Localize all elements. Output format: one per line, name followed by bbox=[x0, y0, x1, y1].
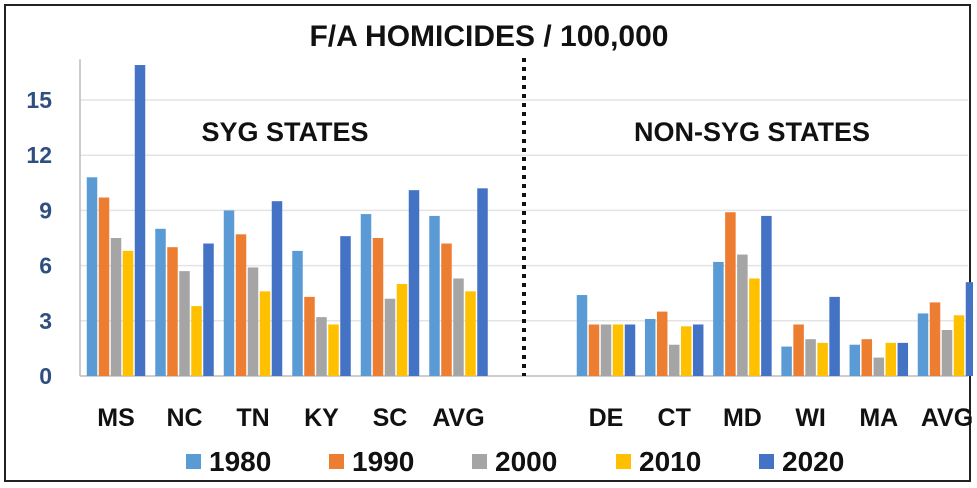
group-label-syg: SYG STATES bbox=[201, 117, 368, 147]
bar-1990-ms bbox=[98, 197, 110, 376]
legend-swatch-2000 bbox=[472, 454, 487, 469]
x-tick-label: MA bbox=[859, 404, 898, 432]
bar-2020-avg bbox=[965, 282, 973, 376]
x-tick-label: KY bbox=[304, 404, 339, 432]
bar-2010-ms bbox=[122, 250, 134, 376]
bar-1990-nc bbox=[167, 247, 178, 376]
bar-2010-ky bbox=[328, 324, 339, 376]
bar-1980-ms bbox=[86, 177, 98, 376]
bar-2010-nc bbox=[191, 306, 202, 376]
x-axis-ticks: MS NC TN KY SC AVG DE CT MD WI MA AVG bbox=[97, 404, 973, 432]
bar-2010-ma bbox=[885, 342, 897, 376]
bar-1990-wi bbox=[793, 324, 804, 376]
bar-2010-wi bbox=[817, 342, 828, 376]
bar-1980-avg bbox=[429, 215, 440, 376]
bars bbox=[86, 65, 973, 376]
bar-2000-de bbox=[600, 324, 612, 376]
y-tick-label: 12 bbox=[26, 142, 52, 168]
bar-2020-md bbox=[761, 215, 772, 376]
legend-label-1990: 1990 bbox=[352, 446, 414, 477]
bar-2020-tn bbox=[271, 201, 283, 376]
bar-2010-ct bbox=[680, 326, 692, 376]
bar-1980-ct bbox=[644, 318, 656, 376]
bar-chart: 0 3 6 9 12 15 MS NC TN KY SC AVG DE CT MD WI MA AVG F/A … bbox=[26, 20, 973, 477]
chart-title: F/A HOMICIDES / 100,000 bbox=[309, 20, 668, 53]
x-tick-label: TN bbox=[236, 404, 269, 432]
bar-2000-ky bbox=[316, 317, 327, 376]
bar-1980-nc bbox=[155, 228, 166, 376]
bar-1990-tn bbox=[235, 234, 247, 376]
bar-1980-wi bbox=[781, 346, 792, 376]
bar-1980-ky bbox=[292, 250, 303, 376]
bar-1990-ma bbox=[861, 339, 873, 376]
bar-2020-wi bbox=[829, 296, 840, 376]
bar-2010-de bbox=[612, 324, 624, 376]
x-tick-label: NC bbox=[166, 404, 202, 432]
bar-2020-nc bbox=[203, 243, 214, 376]
bar-1990-ct bbox=[656, 311, 668, 376]
bar-2000-ms bbox=[110, 238, 122, 376]
legend-label-2020: 2020 bbox=[782, 446, 844, 477]
bar-2020-ma bbox=[897, 342, 909, 376]
bar-1980-de bbox=[576, 295, 588, 376]
legend-label-2000: 2000 bbox=[495, 446, 557, 477]
bar-1980-tn bbox=[223, 210, 235, 376]
y-tick-label: 3 bbox=[39, 308, 52, 334]
x-tick-label: DE bbox=[589, 404, 624, 432]
bar-2000-ct bbox=[668, 344, 680, 376]
legend-swatch-2020 bbox=[759, 454, 774, 469]
bar-1990-avg bbox=[441, 243, 452, 376]
bar-1980-avg bbox=[917, 313, 929, 376]
bar-2010-tn bbox=[259, 291, 271, 376]
bar-1990-md bbox=[725, 212, 736, 376]
bar-2010-sc bbox=[396, 284, 408, 376]
legend-swatch-1990 bbox=[329, 454, 344, 469]
bar-1990-sc bbox=[372, 238, 384, 376]
bar-2020-de bbox=[624, 324, 636, 376]
bar-2010-avg bbox=[465, 291, 476, 376]
group-label-non-syg: NON-SYG STATES bbox=[634, 117, 870, 147]
bar-2020-avg bbox=[477, 188, 488, 376]
bar-2000-ma bbox=[873, 357, 885, 376]
bar-2010-md bbox=[749, 278, 760, 376]
y-tick-label: 15 bbox=[26, 87, 52, 113]
x-tick-label: WI bbox=[795, 404, 826, 432]
x-tick-label: MS bbox=[97, 404, 135, 432]
bar-2000-nc bbox=[179, 271, 190, 376]
legend-label-2010: 2010 bbox=[639, 446, 701, 477]
bar-2000-sc bbox=[384, 298, 396, 376]
x-tick-label: AVG bbox=[921, 404, 973, 432]
bar-1980-md bbox=[713, 261, 724, 376]
bar-1990-ky bbox=[304, 296, 315, 376]
x-tick-label: CT bbox=[658, 404, 691, 432]
y-tick-label: 0 bbox=[39, 363, 52, 389]
legend-swatch-1980 bbox=[186, 454, 201, 469]
bar-2000-tn bbox=[247, 267, 259, 376]
y-tick-label: 9 bbox=[39, 197, 52, 223]
legend: 1980 1990 2000 2010 2020 bbox=[186, 446, 844, 477]
bar-1980-sc bbox=[360, 214, 372, 376]
legend-swatch-2010 bbox=[616, 454, 631, 469]
bar-2020-ky bbox=[340, 236, 351, 376]
x-tick-label: SC bbox=[373, 404, 408, 432]
bar-2020-ms bbox=[134, 65, 146, 376]
chart-frame: 0 3 6 9 12 15 MS NC TN KY SC AVG DE CT MD WI MA AVG F/A … bbox=[4, 4, 973, 482]
bar-1990-de bbox=[588, 324, 600, 376]
y-tick-label: 6 bbox=[39, 253, 52, 279]
bar-2000-avg bbox=[453, 278, 464, 376]
x-tick-label: AVG bbox=[432, 404, 484, 432]
bar-2000-wi bbox=[805, 339, 816, 376]
bar-2020-sc bbox=[408, 190, 420, 376]
legend-label-1980: 1980 bbox=[209, 446, 271, 477]
bar-2020-ct bbox=[692, 324, 704, 376]
y-axis-ticks: 0 3 6 9 12 15 bbox=[26, 87, 52, 389]
bar-2010-avg bbox=[953, 315, 965, 376]
bar-1980-ma bbox=[849, 344, 861, 376]
bar-1990-avg bbox=[929, 302, 941, 376]
bar-2000-avg bbox=[941, 330, 953, 376]
bar-2000-md bbox=[737, 254, 748, 376]
x-tick-label: MD bbox=[723, 404, 762, 432]
